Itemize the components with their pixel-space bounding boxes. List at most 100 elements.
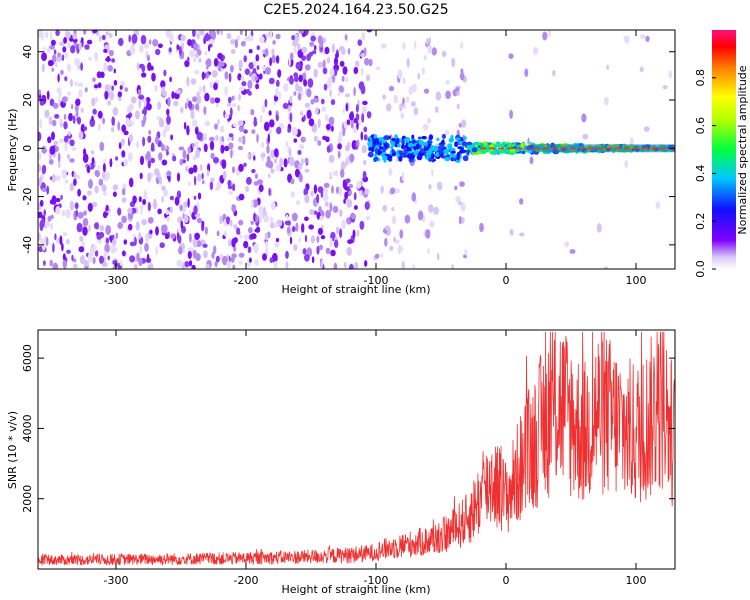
spectrogram-noise-cell (388, 168, 393, 176)
spectrogram-noise-cell (66, 238, 70, 245)
spectrogram-noise-cell (237, 120, 244, 127)
spectrogram-noise-cell (261, 141, 265, 149)
spectrogram-noise-cell (199, 164, 203, 172)
spectrogram-noise-cell (43, 209, 46, 217)
spectrogram-signal-cell (391, 137, 396, 142)
spectrogram-signal-cell (403, 148, 408, 154)
spectrogram-noise-cell (179, 158, 183, 166)
spectrogram-noise-cell (278, 91, 282, 101)
spectrogram-noise-cell (428, 37, 432, 44)
spectrogram-noise-cell (355, 104, 359, 113)
spectrogram-noise-cell (185, 165, 189, 172)
spectrogram-noise-cell (166, 150, 169, 156)
spectrogram-noise-cell (397, 69, 403, 80)
spectrogram-noise-cell (75, 98, 81, 107)
spectrogram-noise-cell (148, 39, 152, 45)
spectrogram-noise-cell (61, 54, 65, 61)
spectrogram-noise-cell (247, 34, 254, 42)
spectrogram-noise-cell (265, 161, 270, 168)
spectrogram-noise-cell (99, 255, 104, 264)
spectrogram-noise-cell (46, 90, 50, 100)
spectrogram-noise-cell (187, 39, 192, 46)
spectrogram-noise-cell (147, 172, 152, 183)
spectrogram-noise-cell (66, 153, 70, 160)
spectrogram-noise-cell (413, 107, 419, 116)
spectrogram-noise-cell (332, 205, 339, 213)
spectrogram-noise-cell (154, 136, 159, 145)
spectrogram-noise-cell (364, 188, 370, 195)
spectrogram-noise-cell (564, 241, 570, 248)
spectrogram-noise-cell (402, 77, 406, 85)
spectrogram-noise-cell (253, 116, 257, 123)
spectrogram-noise-cell (434, 106, 439, 113)
spectrogram-noise-cell (249, 72, 252, 77)
spectrogram-noise-cell (603, 266, 608, 269)
spectrogram-noise-cell (624, 160, 629, 168)
spectrogram-noise-cell (147, 216, 154, 224)
spectrogram-noise-cell (326, 57, 331, 64)
spectrogram-signal-cell (407, 143, 413, 148)
spectrogram-noise-cell (323, 182, 330, 188)
spectrogram-noise-cell (321, 106, 327, 113)
spectrogram-noise-cell (226, 102, 232, 107)
spectrogram-noise-cell (662, 85, 668, 90)
spectrogram-noise-cell (169, 33, 174, 43)
spectrogram-noise-cell (123, 239, 128, 245)
spectrogram-noise-cell (75, 209, 79, 217)
spectrogram-noise-cell (346, 246, 353, 256)
spectrogram-noise-cell (273, 148, 279, 158)
spectrogram-noise-cell (423, 88, 430, 94)
spectrogram-noise-cell (52, 173, 56, 183)
spectrogram-noise-cell (214, 261, 218, 268)
spectrogram-noise-cell (334, 68, 338, 76)
spectrogram-signal-cell (430, 153, 435, 159)
spectrogram-noise-cell (229, 107, 233, 117)
spectrogram-noise-cell (244, 35, 248, 43)
spectrogram-noise-cell (232, 183, 236, 192)
spectrogram-noise-cell (401, 171, 405, 182)
spectrogram-noise-cell (202, 243, 208, 248)
spectrogram-noise-cell (401, 260, 405, 269)
spectrogram-noise-cell (51, 67, 54, 72)
spectrogram-noise-cell (237, 145, 244, 151)
spectrogram-noise-cell (293, 45, 297, 55)
spectrogram-noise-cell (49, 199, 55, 205)
spectrogram-noise-cell (47, 136, 52, 144)
spectrogram-noise-cell (38, 164, 42, 172)
spectrogram-signal-cell (368, 146, 372, 151)
spectrogram-noise-cell (645, 35, 650, 43)
spectrogram-noise-cell (552, 69, 556, 77)
spectrogram-noise-cell (86, 39, 93, 45)
spectrogram-noise-cell (250, 199, 254, 208)
spectrogram-noise-cell (55, 30, 60, 37)
spectrogram-noise-cell (464, 249, 468, 256)
spectrogram-noise-cell (639, 66, 644, 73)
spectrogram-noise-cell (70, 45, 76, 54)
spectrogram-noise-cell (57, 73, 60, 83)
spectrogram-noise-cell (124, 87, 129, 92)
spectrogram-noise-cell (202, 179, 205, 185)
spectrogram-noise-cell (350, 111, 354, 121)
spectrogram-signal-cell (427, 140, 433, 144)
spectrogram-noise-cell (82, 226, 88, 236)
spectrogram-noise-cell (73, 171, 77, 179)
spectrogram-noise-cell (247, 153, 251, 159)
spectrogram-noise-cell (340, 168, 345, 178)
spectrogram-noise-cell (348, 190, 352, 196)
spectrogram-noise-cell (88, 179, 93, 189)
spectrogram-noise-cell (51, 131, 55, 141)
spectrogram-noise-cell (205, 58, 212, 68)
spectrogram-noise-cell (298, 74, 303, 83)
spectrogram-noise-cell (289, 112, 293, 123)
spectrogram-noise-cell (313, 210, 318, 215)
spectrogram-signal-cell (485, 146, 491, 153)
spectrogram-noise-cell (45, 236, 49, 247)
spectrogram-noise-cell (66, 249, 71, 254)
spectrogram-noise-cell (391, 207, 395, 212)
spectrogram-noise-cell (38, 131, 42, 142)
spectrogram-noise-cell (59, 41, 65, 47)
spectrogram-noise-cell (72, 38, 78, 43)
spectrogram-noise-cell (216, 103, 219, 108)
spectrogram-noise-cell (80, 123, 85, 134)
spectrogram-noise-cell (119, 85, 123, 90)
